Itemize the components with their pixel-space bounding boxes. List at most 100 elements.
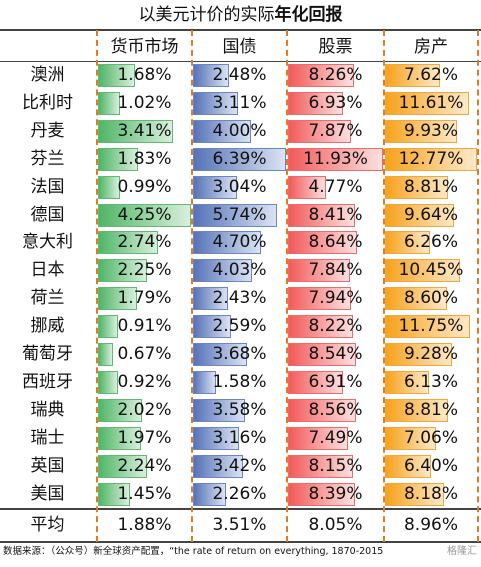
- cell-money-market: 3.41%: [98, 118, 191, 145]
- value-equities: 7.84%: [308, 260, 363, 281]
- data-bar-equities: [288, 315, 354, 339]
- average-equities: 8.05%: [308, 515, 363, 535]
- cell-equities: 6.91%: [288, 369, 383, 396]
- value-equities: 8.22%: [308, 316, 363, 337]
- cell-money-market: 1.02%: [98, 90, 191, 117]
- data-bar-money-market: [98, 231, 158, 255]
- value-bonds: 2.48%: [212, 65, 267, 85]
- value-equities: 11.93%: [303, 148, 368, 169]
- country-label: 德国: [30, 204, 65, 225]
- value-money-market: 0.91%: [117, 316, 172, 337]
- data-bar-bonds: [193, 259, 252, 283]
- value-housing: 10.45%: [398, 260, 464, 281]
- cell-bonds: 2.43%: [193, 285, 286, 312]
- watermark: 格隆汇: [447, 546, 477, 557]
- value-housing: 7.06%: [403, 427, 458, 448]
- cell-equities: 8.15%: [288, 453, 383, 480]
- cell-bonds: 5.74%: [193, 202, 286, 229]
- column-divider: [96, 30, 98, 542]
- data-bar-housing: [385, 370, 430, 394]
- value-bonds: 1.58%: [212, 371, 267, 392]
- cell-money-market: 0.99%: [98, 174, 191, 201]
- cell-bonds: 3.04%: [193, 174, 286, 201]
- data-bar-bonds: [193, 370, 216, 394]
- header-money-market: 货币市场: [110, 37, 179, 57]
- data-bar-money-market: [98, 64, 135, 87]
- cell-money-market: 2.02%: [98, 397, 191, 424]
- cell-equities: 8.64%: [288, 229, 383, 256]
- data-bar-money-market: [98, 91, 121, 115]
- cell-equities: 7.94%: [288, 285, 383, 312]
- country-label: 美国: [30, 483, 65, 504]
- data-bar-equities: [288, 259, 351, 283]
- source-note: 数据来源：（公众号）新全球资产配置，“the rate of return on…: [3, 546, 384, 557]
- data-bar-equities: [288, 231, 357, 255]
- value-housing: 9.28%: [403, 344, 458, 364]
- value-money-market: 2.25%: [117, 260, 172, 281]
- data-bar-housing: [385, 175, 449, 199]
- cell-bonds: 1.58%: [193, 369, 286, 396]
- cell-housing: 7.62%: [385, 62, 477, 89]
- cell-money-market: 2.24%: [98, 453, 191, 480]
- column-divider: [286, 30, 288, 542]
- data-bar-money-market: [98, 482, 130, 506]
- cell-bonds: 3.16%: [193, 425, 286, 452]
- value-money-market: 0.99%: [117, 176, 172, 197]
- data-bar-bonds: [193, 175, 238, 199]
- country-label: 意大利: [22, 232, 73, 253]
- data-bar-money-market: [98, 398, 143, 422]
- data-bar-housing: [385, 426, 436, 450]
- title-normal: 以美元计价的实际: [138, 5, 275, 25]
- value-equities: 8.26%: [308, 65, 363, 85]
- value-bonds: 6.39%: [212, 148, 267, 169]
- cell-bonds: 4.70%: [193, 229, 286, 256]
- value-bonds: 3.68%: [212, 344, 267, 364]
- cell-housing: 9.28%: [385, 341, 477, 368]
- top-border: [0, 29, 481, 31]
- country-label: 澳洲: [30, 65, 65, 85]
- average-label: 平均: [30, 515, 65, 535]
- data-bar-housing: [385, 231, 431, 255]
- data-bar-money-market: [98, 287, 138, 311]
- cell-money-market: 1.68%: [98, 62, 191, 89]
- cell-housing: 8.18%: [385, 481, 477, 508]
- cell-equities: 8.54%: [288, 341, 383, 368]
- column-divider: [191, 30, 193, 542]
- cell-housing: 8.81%: [385, 174, 477, 201]
- header-equities: 股票: [318, 37, 353, 57]
- value-housing: 7.62%: [403, 65, 458, 85]
- value-bonds: 4.70%: [212, 232, 267, 253]
- data-bar-housing: [385, 203, 455, 227]
- value-equities: 6.91%: [308, 371, 363, 392]
- cell-money-market: 1.83%: [98, 146, 191, 173]
- value-money-market: 0.67%: [117, 344, 172, 364]
- value-bonds: 2.26%: [212, 483, 267, 504]
- value-bonds: 2.59%: [212, 316, 267, 337]
- value-bonds: 4.00%: [212, 120, 267, 141]
- cell-housing: 9.64%: [385, 202, 477, 229]
- cell-bonds: 3.68%: [193, 341, 286, 368]
- data-bar-housing: [385, 315, 470, 339]
- value-bonds: 2.43%: [212, 288, 267, 309]
- value-money-market: 3.41%: [117, 120, 172, 141]
- data-bar-money-market: [98, 343, 113, 366]
- value-money-market: 1.79%: [117, 288, 172, 309]
- data-bar-housing: [385, 147, 477, 171]
- cell-equities: 11.93%: [288, 146, 383, 173]
- cell-money-market: 0.91%: [98, 313, 191, 340]
- cell-housing: 10.45%: [385, 257, 477, 284]
- country-label: 荷兰: [30, 288, 65, 309]
- data-bar-housing: [385, 287, 447, 311]
- country-label: 英国: [30, 455, 65, 476]
- data-bar-bonds: [193, 231, 262, 255]
- value-housing: 9.64%: [403, 204, 458, 225]
- cell-equities: 8.22%: [288, 313, 383, 340]
- data-bar-money-market: [98, 315, 118, 339]
- data-bar-bonds: [193, 426, 239, 450]
- cell-equities: 8.41%: [288, 202, 383, 229]
- data-bar-money-market: [98, 426, 142, 450]
- title-bold: 年化回报: [274, 5, 343, 25]
- data-bar-equities: [288, 119, 351, 143]
- value-bonds: 3.11%: [212, 92, 267, 113]
- cell-bonds: 2.59%: [193, 313, 286, 340]
